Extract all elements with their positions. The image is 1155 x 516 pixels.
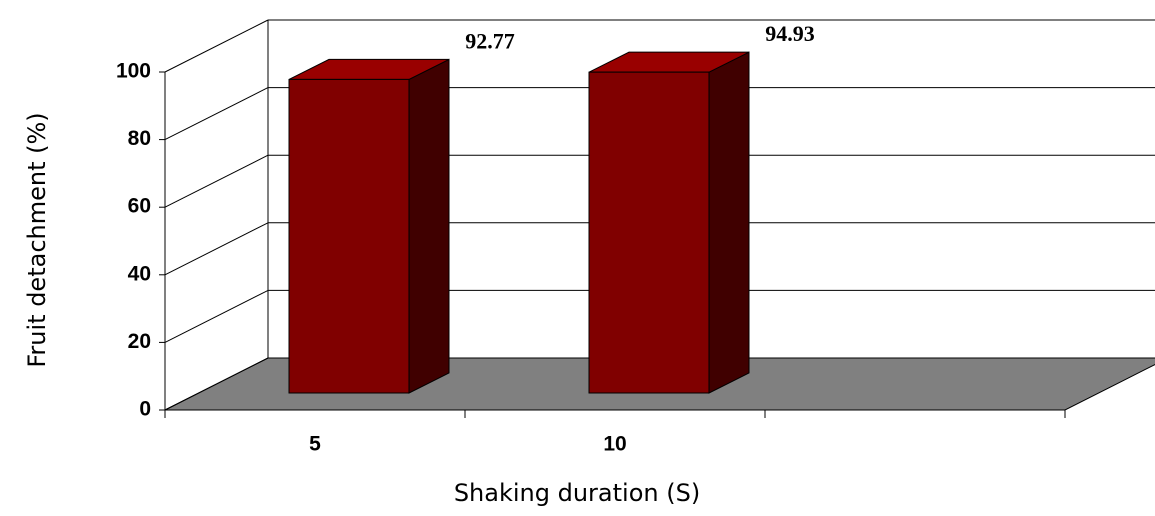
- bar: [288, 78, 410, 394]
- y-tick-label: 40: [128, 262, 151, 285]
- grid-line: [164, 154, 269, 208]
- y-tick-label: 100: [116, 60, 151, 83]
- y-tick-label: 60: [128, 195, 151, 218]
- grid-line: [164, 87, 269, 141]
- x-axis-title: Shaking duration (S): [454, 479, 700, 507]
- y-axis-title: Fruit detachment (%): [23, 112, 51, 367]
- x-tick-label: 5: [309, 433, 321, 456]
- x-tick-label: 10: [603, 433, 626, 456]
- y-tick-label: 80: [128, 127, 151, 150]
- value-label: 94.93: [765, 21, 815, 46]
- bar: [588, 71, 710, 394]
- bar-side: [708, 51, 750, 394]
- y-tick-label: 0: [139, 398, 151, 421]
- value-label: 92.77: [465, 28, 515, 53]
- grid-line: [164, 357, 269, 411]
- grid-line: [164, 19, 269, 73]
- bar-side: [408, 58, 450, 394]
- y-tick-label: 20: [128, 330, 151, 353]
- grid-line: [164, 289, 269, 343]
- grid-line: [164, 222, 269, 276]
